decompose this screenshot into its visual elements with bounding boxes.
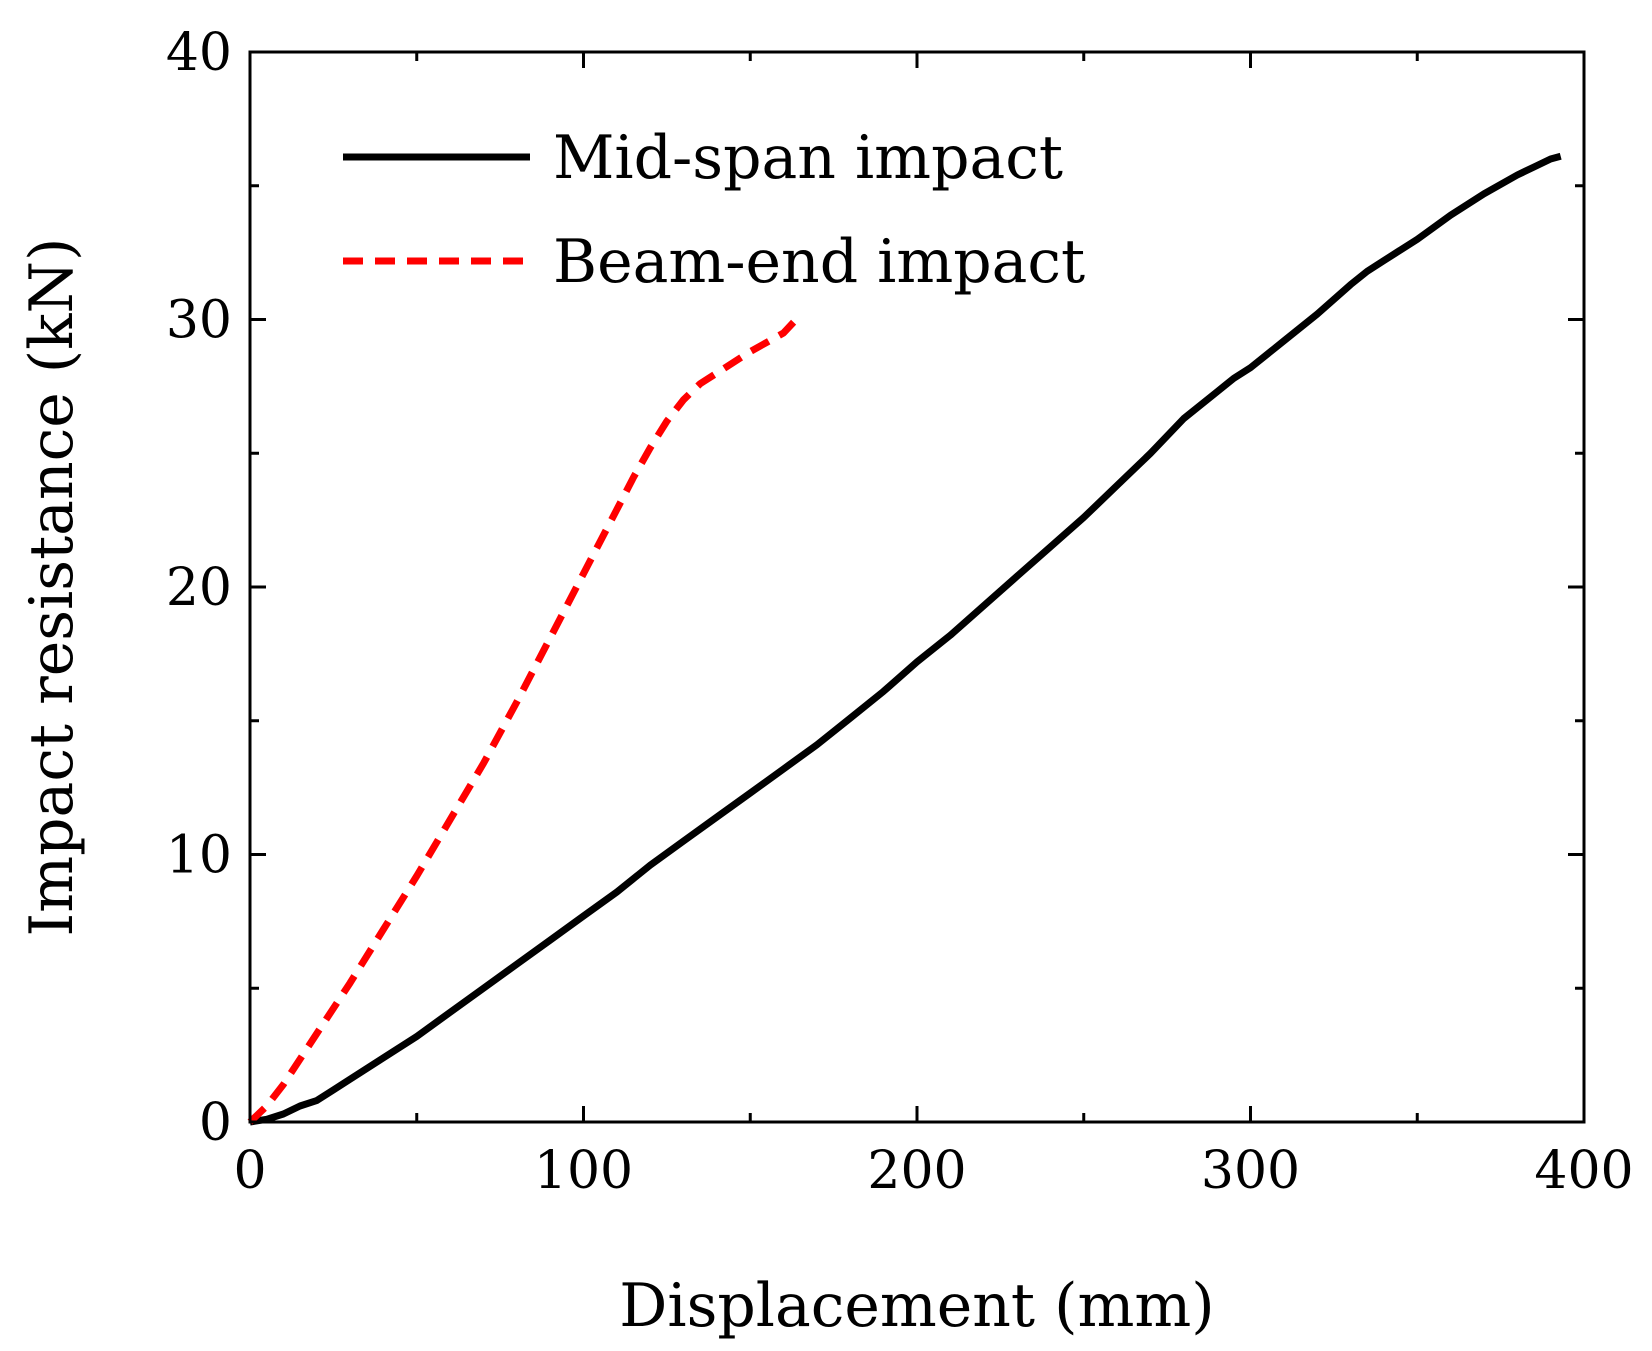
x-tick-label: 200 (867, 1141, 966, 1201)
y-tick-label: 20 (166, 558, 232, 618)
y-tick-label: 10 (166, 826, 232, 886)
y-tick-label: 30 (166, 291, 232, 351)
x-tick-label: 0 (233, 1141, 266, 1201)
x-tick-label: 400 (1534, 1141, 1633, 1201)
x-tick-label: 100 (534, 1141, 633, 1201)
x-axis-title: Displacement (mm) (619, 1271, 1214, 1341)
x-tick-label: 300 (1201, 1141, 1300, 1201)
legend: Mid-span impact Beam-end impact (343, 123, 1085, 297)
plot-series (247, 152, 1562, 1126)
plot-area-frame (248, 50, 1586, 1124)
y-tick-label: 40 (166, 23, 232, 83)
y-axis-title: Impact resistance (kN) (17, 238, 87, 937)
legend-label-mid-span: Mid-span impact (553, 123, 1063, 193)
legend-label-beam-end: Beam-end impact (553, 227, 1085, 297)
tick-labels: 0 100 200 300 400 0 10 20 30 40 (166, 23, 1634, 1201)
series-line-mid-span (249, 152, 1562, 1126)
series-line-beam-end (247, 319, 797, 1125)
y-tick-label: 0 (199, 1093, 232, 1153)
